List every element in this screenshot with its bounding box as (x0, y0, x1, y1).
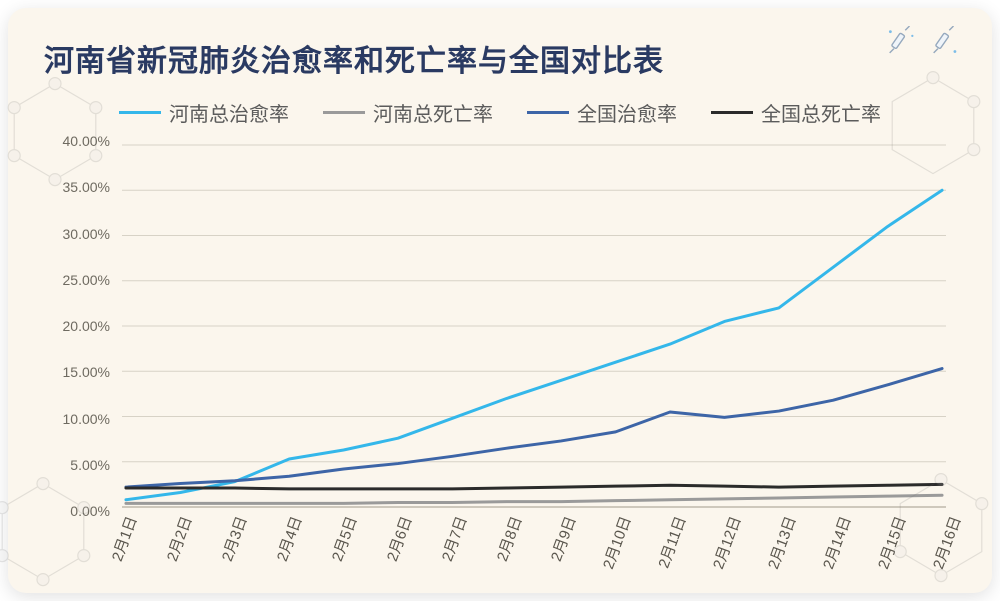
series-line (126, 369, 942, 488)
legend-swatch (711, 111, 753, 114)
y-tick-label: 10.00% (63, 411, 110, 427)
syringe-icon (928, 26, 962, 60)
legend-item: 河南总治愈率 (119, 98, 289, 127)
x-tick-label: 2月12日 (707, 513, 746, 572)
legend-swatch (119, 111, 161, 114)
x-tick-label: 2月9日 (545, 513, 581, 564)
legend-item: 河南总死亡率 (323, 98, 493, 127)
syringe-icon (884, 26, 918, 60)
series-line (126, 190, 942, 500)
y-tick-label: 0.00% (70, 503, 110, 519)
x-tick-label: 2月10日 (598, 513, 637, 572)
chart-card: 河南省新冠肺炎治愈率和死亡率与全国对比表 河南总治愈率 河南总死亡率 全国治愈率 全国… (8, 8, 992, 593)
chart-area: 0.00% 5.00% 10.00% 15.00% 20.00% 25.00% 30.00%… (44, 137, 956, 567)
line-chart-svg (122, 141, 946, 511)
x-tick-label: 2月2日 (161, 513, 197, 564)
x-tick-label: 2月8日 (491, 513, 527, 564)
y-tick-label: 5.00% (70, 457, 110, 473)
legend-label: 全国总死亡率 (761, 98, 881, 127)
legend-item: 全国治愈率 (527, 98, 677, 127)
legend-item: 全国总死亡率 (711, 98, 881, 127)
series-line (126, 495, 942, 503)
chart-legend: 河南总治愈率 河南总死亡率 全国治愈率 全国总死亡率 (44, 98, 956, 127)
legend-label: 河南总死亡率 (373, 98, 493, 127)
series-line (126, 484, 942, 489)
x-tick-label: 2月4日 (271, 513, 307, 564)
legend-label: 全国治愈率 (577, 98, 677, 127)
x-tick-label: 2月14日 (817, 513, 856, 572)
y-tick-label: 25.00% (63, 272, 110, 288)
chart-title: 河南省新冠肺炎治愈率和死亡率与全国对比表 (44, 36, 956, 80)
x-tick-label: 2月5日 (326, 513, 362, 564)
x-tick-label: 2月16日 (927, 513, 966, 572)
y-tick-label: 20.00% (63, 318, 110, 334)
syringe-icons (884, 26, 962, 60)
x-tick-label: 2月3日 (216, 513, 252, 564)
legend-swatch (527, 111, 569, 114)
y-tick-label: 40.00% (63, 133, 110, 149)
x-tick-label: 2月11日 (653, 513, 691, 571)
y-tick-label: 35.00% (63, 179, 110, 195)
x-tick-label: 2月6日 (381, 513, 417, 564)
y-tick-label: 30.00% (63, 226, 110, 242)
x-tick-label: 2月7日 (436, 513, 472, 564)
plot-area (122, 141, 946, 511)
legend-swatch (323, 111, 365, 114)
x-tick-label: 2月13日 (762, 513, 801, 572)
x-tick-label: 2月15日 (872, 513, 911, 572)
legend-label: 河南总治愈率 (169, 98, 289, 127)
x-axis-labels: 2月1日2月2日2月3日2月4日2月5日2月6日2月7日2月8日2月9日2月10… (122, 511, 946, 567)
x-tick-label: 2月1日 (106, 513, 142, 564)
y-tick-label: 15.00% (63, 364, 110, 380)
